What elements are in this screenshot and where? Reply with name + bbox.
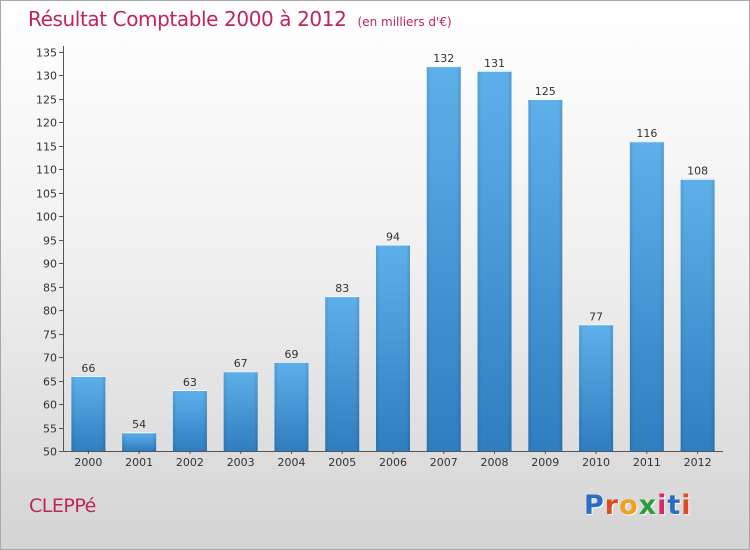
chart-unit-label: (en milliers d'€) <box>357 15 452 29</box>
data-label-2009: 125 <box>535 85 556 98</box>
data-label-2008: 131 <box>484 57 505 70</box>
chart-title: Résultat Comptable 2000 à 2012 <box>28 7 347 31</box>
y-tick-label-60: 60 <box>43 399 57 412</box>
bar-shade-2012 <box>680 178 715 451</box>
y-tick-label-85: 85 <box>43 282 57 295</box>
y-tick-label-105: 105 <box>36 188 57 201</box>
data-label-2000: 66 <box>81 362 95 375</box>
data-label-2002: 63 <box>183 376 197 389</box>
logo-letter: t <box>667 490 682 521</box>
commune-name: CLEPPé <box>29 495 96 517</box>
logo-letter: P <box>584 490 605 521</box>
x-tick-label-2008: 2008 <box>481 456 509 469</box>
x-tick-label-2001: 2001 <box>125 456 153 469</box>
y-tick-label-100: 100 <box>36 211 57 224</box>
bars-group <box>71 66 715 452</box>
y-tick-label-75: 75 <box>43 329 57 342</box>
x-tick-label-2004: 2004 <box>277 456 305 469</box>
y-tick-label-110: 110 <box>36 164 57 177</box>
y-tick-label-125: 125 <box>36 94 57 107</box>
bar-shade-2004 <box>274 361 309 451</box>
data-label-2006: 94 <box>386 230 400 243</box>
x-tick-label-2011: 2011 <box>633 456 661 469</box>
logo-letter: i <box>657 490 668 521</box>
y-tick-label-130: 130 <box>36 70 57 83</box>
data-label-2011: 116 <box>636 127 657 140</box>
x-tick-label-2006: 2006 <box>379 456 407 469</box>
bar-shade-2008 <box>477 70 512 451</box>
y-tick-label-70: 70 <box>43 352 57 365</box>
bar-shade-2006 <box>376 244 410 451</box>
data-label-2001: 54 <box>132 418 146 431</box>
x-tick-label-2005: 2005 <box>328 456 356 469</box>
x-tick-label-2009: 2009 <box>531 456 559 469</box>
data-label-2003: 67 <box>234 357 248 370</box>
data-label-2005: 83 <box>335 282 349 295</box>
y-tick-label-80: 80 <box>43 305 57 318</box>
x-tick-label-2007: 2007 <box>430 456 458 469</box>
data-label-2004: 69 <box>284 348 298 361</box>
x-tick-label-2000: 2000 <box>74 456 102 469</box>
logo-letter: r <box>604 490 620 521</box>
title-row: Résultat Comptable 2000 à 2012 (en milli… <box>28 7 452 31</box>
bar-shade-2009 <box>528 98 563 452</box>
logo-letter: x <box>638 490 658 521</box>
labels-group: 66 2000 54 2001 63 2002 67 2003 69 2004 83 2005 94 20… <box>36 47 712 470</box>
bar-shade-2000 <box>71 375 106 451</box>
logo-letter: o <box>619 490 639 521</box>
y-tick-label-115: 115 <box>36 141 57 154</box>
y-tick-label-55: 55 <box>43 423 57 436</box>
y-tick-label-135: 135 <box>36 47 57 60</box>
axes-group <box>59 46 723 454</box>
data-label-2007: 132 <box>433 52 454 65</box>
x-tick-label-2002: 2002 <box>176 456 204 469</box>
y-tick-label-65: 65 <box>43 376 57 389</box>
bar-shade-2002 <box>172 389 207 451</box>
logo-letter: i <box>681 490 692 521</box>
data-label-2010: 77 <box>589 310 603 323</box>
y-tick-label-120: 120 <box>36 117 57 130</box>
bar-shade-2001 <box>122 432 157 451</box>
proxiti-logo[interactable]: Proxiti <box>584 490 692 521</box>
y-tick-label-95: 95 <box>43 235 57 248</box>
y-tick-label-50: 50 <box>43 446 57 459</box>
bar-shade-2007 <box>426 66 461 452</box>
bar-shade-2003 <box>223 371 258 451</box>
x-tick-label-2012: 2012 <box>684 456 712 469</box>
y-tick-label-90: 90 <box>43 258 57 271</box>
data-label-2012: 108 <box>687 165 708 178</box>
x-tick-label-2003: 2003 <box>227 456 255 469</box>
x-tick-label-2010: 2010 <box>582 456 610 469</box>
bar-shade-2011 <box>629 141 664 451</box>
bar-shade-2005 <box>325 296 360 451</box>
bar-shade-2010 <box>579 324 614 451</box>
